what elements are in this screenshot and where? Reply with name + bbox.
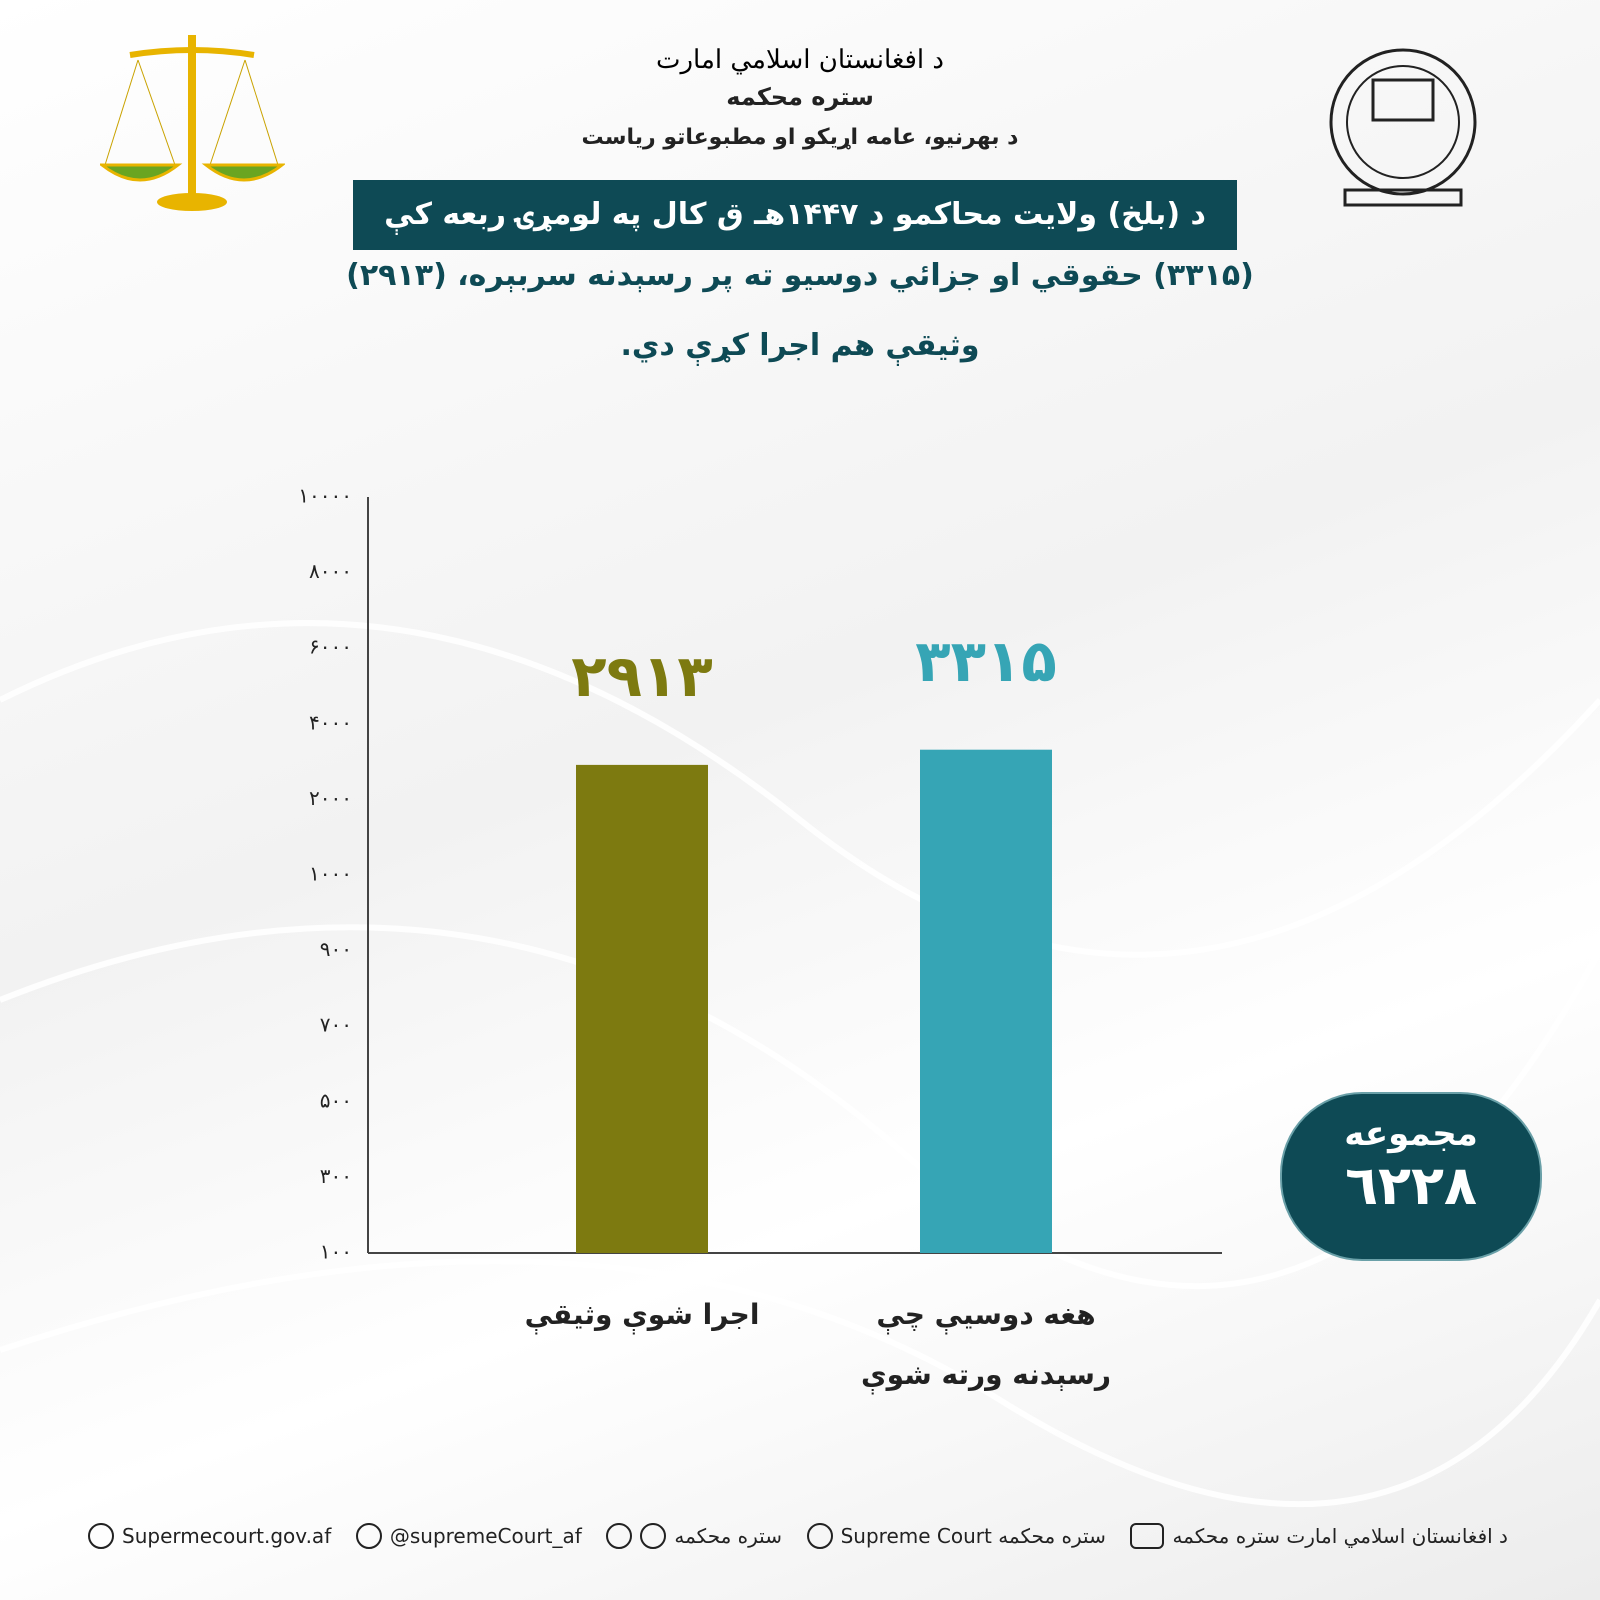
globe-icon <box>88 1523 114 1549</box>
scales-logo <box>100 35 285 211</box>
y-tick-label: ۳۰۰ <box>320 1164 352 1188</box>
whatsapp-icon <box>640 1523 667 1549</box>
facebook-text: Supreme Court ستره محکمه <box>840 1524 1106 1548</box>
y-tick-label: ۴۰۰۰ <box>309 710 352 734</box>
total-label: مجموعه <box>1344 1114 1478 1154</box>
value-label: ۳۳۱۵ <box>915 627 1057 695</box>
total-value: ٦٢٢٨ <box>1345 1154 1477 1217</box>
x-text: @supremeCourt_af <box>389 1524 582 1548</box>
youtube-text: د افغانستان اسلامي امارت ستره محکمه <box>1172 1524 1508 1548</box>
youtube: د افغانستان اسلامي امارت ستره محکمه <box>1130 1523 1508 1549</box>
x-tick-label: هغه دوسیې چې رسېدنه ورته شوې <box>860 1298 1112 1391</box>
emirate-name: د افغانستان اسلامي امارت <box>655 45 944 75</box>
website-text: Supermecourt.gov.af <box>122 1524 332 1548</box>
telegram-icon <box>606 1523 633 1549</box>
messaging: ستره محکمه <box>606 1523 782 1549</box>
messaging-text: ستره محکمه <box>674 1524 782 1548</box>
y-tick-label: ۲۰۰۰ <box>309 786 352 810</box>
department-name: د بهرنیو، عامه اړیکو او مطبوعاتو ریاست <box>581 125 1019 150</box>
y-tick-label: ۵۰۰ <box>320 1088 352 1112</box>
youtube-icon <box>1130 1523 1165 1549</box>
y-tick-label: ۷۰۰ <box>320 1013 352 1037</box>
y-tick-label: ۸۰۰۰ <box>309 559 352 583</box>
y-tick-label: ۹۰۰ <box>320 937 352 961</box>
intro-line: وثیقې هم اجرا کړې دي. <box>620 328 980 363</box>
bar <box>920 749 1052 1253</box>
y-tick-label: ۱۰۰ <box>320 1240 352 1264</box>
emblem <box>1329 48 1477 207</box>
x-icon <box>355 1523 382 1549</box>
headline: د (بلخ) ولایت محاکمو د ۱۴۴۷هـ ق کال په ل… <box>353 180 1237 250</box>
y-tick-label: ۱۰۰۰۰ <box>298 484 352 508</box>
intro-line: (۳۳۱۵) حقوقي او جزائي دوسیو ته پر رسېدنه… <box>346 258 1254 293</box>
website: Supermecourt.gov.af <box>88 1523 331 1549</box>
bar <box>576 764 708 1253</box>
x-tick-label: اجرا شوې وثیقې <box>524 1298 760 1331</box>
court-name: ستره محکمه <box>726 83 874 111</box>
facebook: Supreme Court ستره محکمه <box>806 1523 1106 1549</box>
footer: Supermecourt.gov.af @supremeCourt_af ستر… <box>88 1523 1508 1549</box>
total-badge: مجموعه ٦٢٢٨ <box>1280 1092 1542 1261</box>
y-tick-label: ۶۰۰۰ <box>309 635 352 659</box>
x-account: @supremeCourt_af <box>355 1523 582 1549</box>
value-label: ۲۹۱۳ <box>571 642 713 710</box>
y-tick-label: ۱۰۰۰ <box>309 862 352 886</box>
facebook-icon <box>806 1523 833 1549</box>
